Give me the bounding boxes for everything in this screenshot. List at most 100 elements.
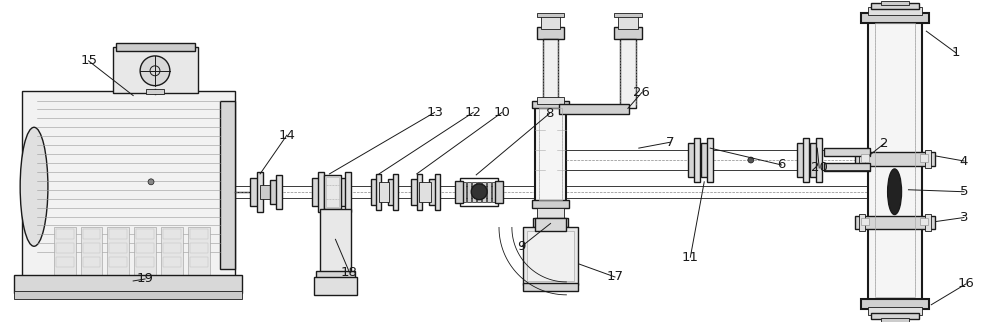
Bar xyxy=(429,179,437,205)
Bar xyxy=(324,175,341,209)
Text: 13: 13 xyxy=(426,106,443,119)
Bar xyxy=(527,231,574,281)
Bar xyxy=(881,318,909,322)
Bar xyxy=(533,217,568,227)
Bar xyxy=(161,227,183,275)
Bar xyxy=(220,100,235,269)
Circle shape xyxy=(148,179,154,185)
Bar xyxy=(83,229,100,239)
Bar xyxy=(543,39,558,107)
Bar xyxy=(532,200,569,208)
Bar xyxy=(417,174,422,210)
Bar xyxy=(54,227,76,275)
Text: 11: 11 xyxy=(682,251,699,264)
Text: 8: 8 xyxy=(545,107,554,120)
Bar xyxy=(881,1,909,5)
Bar xyxy=(701,143,711,177)
Bar xyxy=(250,178,260,206)
Bar xyxy=(707,138,713,182)
Bar xyxy=(326,177,339,207)
Bar xyxy=(136,243,154,253)
Text: 9: 9 xyxy=(518,240,526,253)
Bar xyxy=(523,283,578,291)
Bar xyxy=(537,27,564,39)
Bar xyxy=(83,243,100,253)
Bar xyxy=(14,291,242,299)
Bar xyxy=(411,179,419,205)
Bar xyxy=(393,174,398,210)
Bar xyxy=(109,243,127,253)
Bar xyxy=(495,181,503,203)
Bar xyxy=(376,174,381,210)
Bar xyxy=(559,105,629,114)
Bar xyxy=(339,178,349,206)
Bar xyxy=(810,143,820,177)
Bar xyxy=(855,215,935,229)
Bar xyxy=(56,243,74,253)
Text: 19: 19 xyxy=(137,273,154,286)
Bar xyxy=(388,179,396,205)
Bar xyxy=(487,182,491,202)
Bar xyxy=(163,229,181,239)
Bar xyxy=(136,229,154,239)
Bar xyxy=(312,178,322,206)
Bar xyxy=(188,227,210,275)
Bar xyxy=(163,257,181,267)
Bar xyxy=(694,138,700,182)
Bar xyxy=(83,257,100,267)
Bar xyxy=(620,39,636,109)
Text: 15: 15 xyxy=(80,54,97,68)
Ellipse shape xyxy=(20,127,48,246)
Bar xyxy=(618,15,638,29)
Text: 10: 10 xyxy=(494,106,510,119)
Bar xyxy=(109,229,127,239)
Bar xyxy=(925,150,931,168)
Bar xyxy=(871,313,919,318)
Bar xyxy=(614,13,642,17)
Text: 3: 3 xyxy=(960,211,968,224)
Text: 6: 6 xyxy=(777,159,786,172)
Bar xyxy=(797,143,807,177)
Text: 17: 17 xyxy=(607,270,624,284)
Bar xyxy=(875,23,915,297)
Bar xyxy=(925,214,931,231)
Circle shape xyxy=(140,56,170,86)
Bar xyxy=(146,89,164,94)
Bar xyxy=(435,174,440,210)
Bar xyxy=(257,172,263,212)
Bar xyxy=(539,109,562,200)
Bar xyxy=(868,19,922,301)
Bar xyxy=(477,182,481,202)
Bar xyxy=(314,277,357,295)
Text: 1: 1 xyxy=(952,47,960,59)
Bar xyxy=(190,257,208,267)
Bar xyxy=(824,148,870,156)
Bar xyxy=(136,257,154,267)
Bar xyxy=(855,152,935,166)
Bar xyxy=(109,257,127,267)
Bar xyxy=(614,27,642,39)
Bar xyxy=(260,185,272,199)
Bar xyxy=(920,154,928,162)
Text: 12: 12 xyxy=(465,106,482,119)
Bar xyxy=(270,180,278,203)
Bar xyxy=(379,182,389,202)
Bar xyxy=(859,150,865,168)
Bar xyxy=(523,227,578,285)
Bar xyxy=(107,227,129,275)
Text: 26: 26 xyxy=(633,86,650,99)
Bar xyxy=(455,181,463,203)
Text: 2: 2 xyxy=(880,137,889,150)
Bar xyxy=(22,91,235,279)
Bar xyxy=(81,227,102,275)
Text: 4: 4 xyxy=(960,154,968,168)
Bar xyxy=(113,47,198,93)
Bar xyxy=(56,229,74,239)
Bar xyxy=(316,271,355,279)
Bar xyxy=(190,229,208,239)
Bar xyxy=(371,179,379,205)
Bar xyxy=(467,182,471,202)
Bar xyxy=(535,105,566,203)
Text: 20: 20 xyxy=(811,162,828,174)
Circle shape xyxy=(748,157,754,163)
